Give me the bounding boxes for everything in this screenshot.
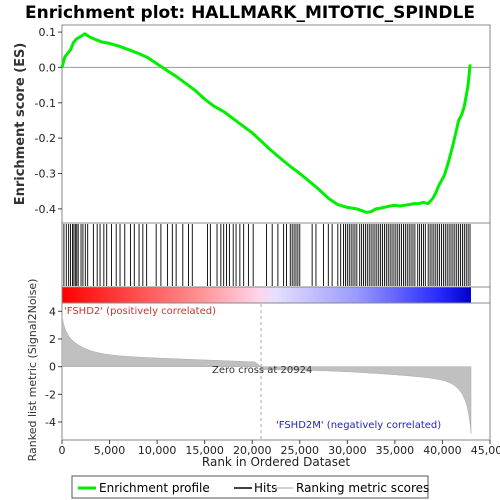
es-y-tick-label: -0.2 — [35, 132, 56, 145]
metric-y-tick-label: -2 — [45, 388, 56, 401]
x-tick-label: 40,000 — [423, 444, 462, 457]
hits-marks — [63, 224, 471, 286]
x-axis-label: Rank in Ordered Dataset — [202, 455, 350, 469]
zero-cross-label: Zero cross at 20924 — [212, 365, 312, 376]
es-y-tick-label: -0.3 — [35, 168, 56, 181]
es-y-axis-label: Enrichment score (ES) — [13, 43, 28, 206]
negative-label: 'FSHD2M' (negatively correlated) — [276, 420, 441, 431]
x-tick-label: 5,000 — [94, 444, 126, 457]
legend-enrichment-label: Enrichment profile — [99, 481, 210, 495]
es-y-tick-label: -0.4 — [35, 203, 56, 216]
x-tick-label: 20,000 — [233, 444, 272, 457]
metric-y-axis: 4 2 0 -2 -4 — [45, 305, 62, 429]
es-y-tick-label: 0.0 — [39, 61, 57, 74]
hits-panel-frame — [61, 222, 491, 288]
es-y-axis: 0.1 0.0 -0.1 -0.2 -0.3 -0.4 — [35, 26, 62, 216]
rank-color-bar — [62, 287, 471, 303]
chart-title: Enrichment plot: HALLMARK_MITOTIC_SPINDL… — [25, 3, 475, 23]
legend: Enrichment profile Hits Ranking metric s… — [71, 475, 429, 499]
legend-metric-label: Ranking metric scores — [296, 481, 429, 495]
metric-y-axis-label: Ranked list metric (Signal2Noise) — [26, 279, 39, 462]
x-tick-label: 25,000 — [281, 444, 320, 457]
x-tick-label: 10,000 — [138, 444, 177, 457]
x-tick-label: 35,000 — [376, 444, 415, 457]
metric-y-tick-label: -4 — [45, 416, 56, 429]
es-y-tick-label: 0.1 — [39, 26, 57, 39]
metric-y-tick-label: 2 — [49, 333, 56, 346]
es-panel-frame — [61, 24, 491, 224]
legend-hits-label: Hits — [254, 481, 277, 495]
positive-label: 'FSHD2' (positively correlated) — [64, 306, 216, 317]
x-axis: 0 5,000 10,000 15,000 20,000 25,000 30,000 35,0… — [59, 440, 500, 457]
x-tick-label: 15,000 — [185, 444, 224, 457]
x-tick-label: 0 — [59, 444, 66, 457]
x-tick-label: 45,000 — [471, 444, 500, 457]
metric-y-tick-label: 4 — [49, 305, 56, 318]
ranking-metric-area — [61, 315, 472, 434]
es-y-tick-label: -0.1 — [35, 97, 56, 110]
x-tick-label: 30,000 — [328, 444, 367, 457]
metric-y-tick-label: 0 — [49, 361, 56, 374]
legend-frame — [71, 475, 429, 499]
enrichment-profile-line — [60, 32, 472, 214]
